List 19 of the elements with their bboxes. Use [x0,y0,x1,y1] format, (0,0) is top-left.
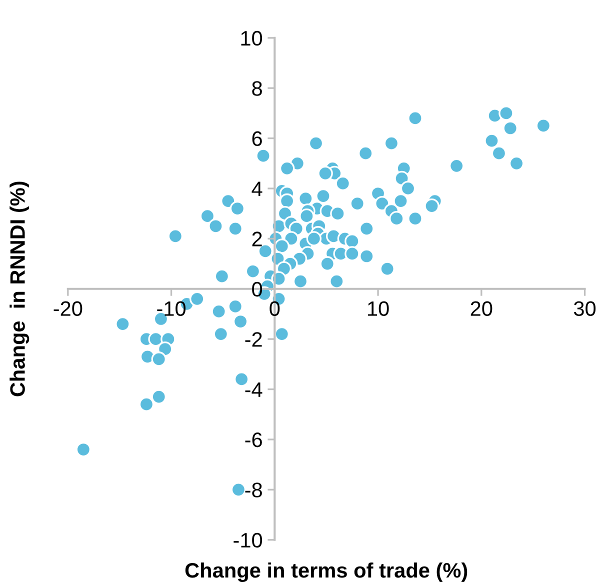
y-axis-title: Change in RNNDI (%) [10,182,30,396]
x-tick-label: -10 [157,301,186,316]
x-axis-title: Change in terms of trade (%) [185,562,468,582]
y-tick-label: -8 [245,482,262,498]
x-tick-label: 30 [574,301,596,316]
y-tick-label: -6 [245,432,262,448]
x-tick-label: 20 [470,301,492,316]
y-tick-label: 8 [252,81,262,96]
y-tick-label: -4 [245,382,262,397]
y-tick-label: 10 [241,30,262,46]
y-tick-label: 4 [252,182,262,196]
y-tick-label: -2 [245,332,262,347]
y-tick-label: 6 [252,131,262,146]
y-tick-label: -10 [234,532,262,548]
x-tick-label: -20 [54,301,82,316]
x-tick-label: 0 [270,301,280,316]
x-tick-label: 10 [368,301,389,316]
y-tick-label: 2 [252,232,262,246]
y-tick-label: 0 [252,282,262,297]
